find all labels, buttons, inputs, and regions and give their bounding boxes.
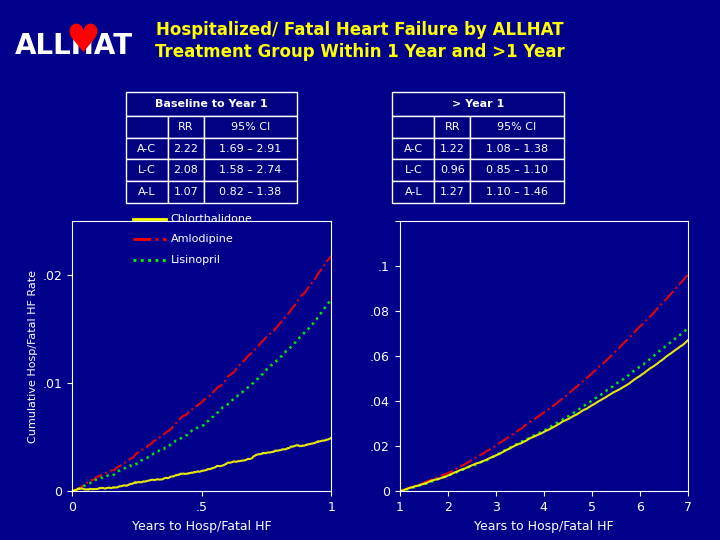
- Text: 1.10 – 1.46: 1.10 – 1.46: [486, 187, 548, 197]
- Text: L-C: L-C: [138, 165, 156, 175]
- Text: 95% CI: 95% CI: [498, 122, 536, 132]
- Text: 0.96: 0.96: [440, 165, 464, 175]
- Text: 1.69 – 2.91: 1.69 – 2.91: [220, 144, 282, 153]
- Text: > Year 1: > Year 1: [452, 99, 504, 109]
- Text: Hospitalized/ Fatal Heart Failure by ALLHAT
Treatment Group Within 1 Year and >1: Hospitalized/ Fatal Heart Failure by ALL…: [155, 21, 565, 62]
- Text: A-C: A-C: [138, 144, 156, 153]
- X-axis label: Years to Hosp/Fatal HF: Years to Hosp/Fatal HF: [474, 519, 613, 532]
- Text: 1.58 – 2.74: 1.58 – 2.74: [220, 165, 282, 175]
- Text: 0.82 – 1.38: 0.82 – 1.38: [220, 187, 282, 197]
- Text: Amlodipine: Amlodipine: [171, 234, 233, 244]
- X-axis label: Years to Hosp/Fatal HF: Years to Hosp/Fatal HF: [132, 519, 271, 532]
- Text: RR: RR: [444, 122, 460, 132]
- Text: A-L: A-L: [138, 187, 156, 197]
- Text: A-C: A-C: [404, 144, 423, 153]
- Text: 1.07: 1.07: [174, 187, 198, 197]
- Y-axis label: Cumulative Hosp/Fatal HF Rate: Cumulative Hosp/Fatal HF Rate: [28, 270, 38, 443]
- Text: 1.27: 1.27: [440, 187, 464, 197]
- Text: 95% CI: 95% CI: [231, 122, 270, 132]
- Text: ♥: ♥: [66, 22, 100, 60]
- Text: 2.22: 2.22: [174, 144, 198, 153]
- Text: L-C: L-C: [405, 165, 422, 175]
- Text: 1.08 – 1.38: 1.08 – 1.38: [486, 144, 548, 153]
- Text: Lisinopril: Lisinopril: [171, 255, 220, 265]
- Text: 2.08: 2.08: [174, 165, 198, 175]
- Text: A-L: A-L: [405, 187, 422, 197]
- Text: 1.22: 1.22: [440, 144, 464, 153]
- Text: Chlorthalidone: Chlorthalidone: [171, 214, 253, 224]
- Text: RR: RR: [178, 122, 194, 132]
- Text: ALLHAT: ALLHAT: [14, 32, 132, 60]
- Text: Baseline to Year 1: Baseline to Year 1: [156, 99, 268, 109]
- Text: 0.85 – 1.10: 0.85 – 1.10: [486, 165, 548, 175]
